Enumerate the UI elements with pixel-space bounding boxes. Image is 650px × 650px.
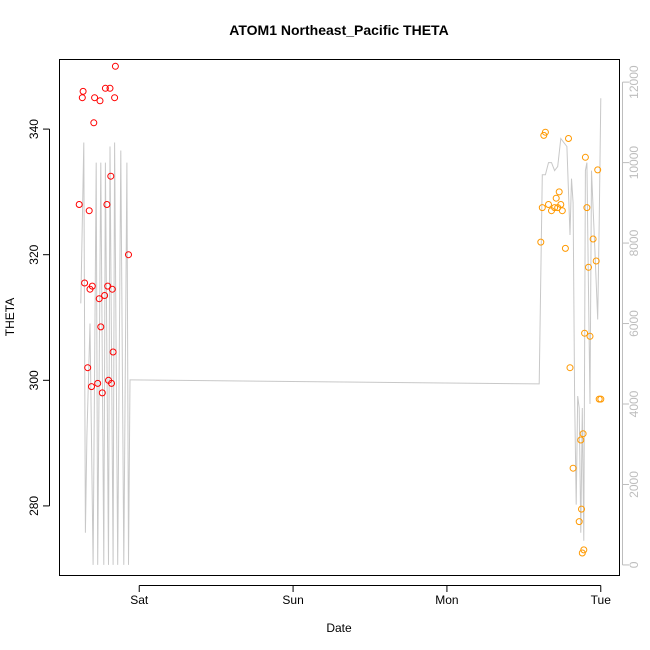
data-point [566,364,574,372]
data-point [565,135,572,142]
y2-tick-label: 12000 [627,65,641,99]
x-tick-label: Sun [282,593,303,607]
secondary-series-layer [80,98,602,565]
chart-title: ATOM1 Northeast_Pacific THETA [229,22,448,38]
data-point [96,97,104,105]
data-point [580,546,588,554]
data-point [108,285,116,293]
data-point [585,263,592,271]
data-point [557,201,565,208]
data-point [545,201,552,208]
x-tick-label: Sat [130,593,149,607]
data-point [108,379,115,387]
data-point [109,348,117,356]
data-point [81,279,89,287]
data-point [581,153,589,161]
x-tick-label: Mon [435,593,458,607]
data-point [594,166,602,174]
plot-frame [59,59,620,576]
data-point [106,84,114,92]
data-point [94,379,102,387]
y-axis-label: THETA [3,298,17,336]
y2-tick-label: 2000 [627,471,641,498]
data-point [95,295,103,303]
y2-tick-label: 10000 [627,146,641,180]
data-point [88,383,95,391]
data-point [107,172,115,180]
data-point [111,62,119,70]
data-point [552,194,560,202]
data-point [586,332,594,340]
data-point [578,505,585,513]
data-point [88,282,96,290]
data-point [91,94,99,102]
data-point [551,204,559,212]
data-point [589,235,597,243]
y2-tick-label: 6000 [627,310,641,337]
data-point [97,323,105,331]
data-point [581,329,589,337]
data-point [78,94,86,102]
y-tick-label: 300 [27,370,41,390]
x-tick-label: Tue [591,593,612,607]
data-point [85,207,93,215]
data-point [90,119,98,127]
y2-tick-label: 0 [627,561,641,568]
y2-tick-label: 8000 [627,229,641,256]
data-point [101,292,109,299]
data-point [75,201,83,208]
data-point [555,188,563,196]
data-point [569,464,577,472]
data-point [597,395,605,403]
data-point [575,518,583,526]
y-tick-label: 320 [27,244,41,264]
data-point [583,204,591,212]
data-point [541,128,549,136]
data-point [103,201,111,208]
data-point [592,257,600,265]
data-point [79,87,87,95]
data-point [98,389,106,397]
x-axis-label: Date [326,621,352,635]
data-point [537,238,545,246]
secondary-series-line [80,98,602,565]
data-point [84,364,92,372]
data-point [561,244,569,252]
scatter-points-layer [75,62,605,557]
x-axis: Sat Sun Mon Tue [130,585,612,607]
data-point [125,251,132,259]
y-axis-left: 280 300 320 340 [27,119,50,516]
data-point [558,207,566,215]
y-tick-label: 340 [27,119,41,139]
data-point [538,204,546,212]
data-point [579,430,587,438]
y2-tick-label: 4000 [627,390,641,417]
data-point [111,94,119,102]
y-tick-label: 280 [27,496,41,516]
data-point [577,436,585,444]
y-axis-right: 0 2000 4000 6000 8000 10000 12000 [622,65,641,568]
data-point [101,84,109,92]
